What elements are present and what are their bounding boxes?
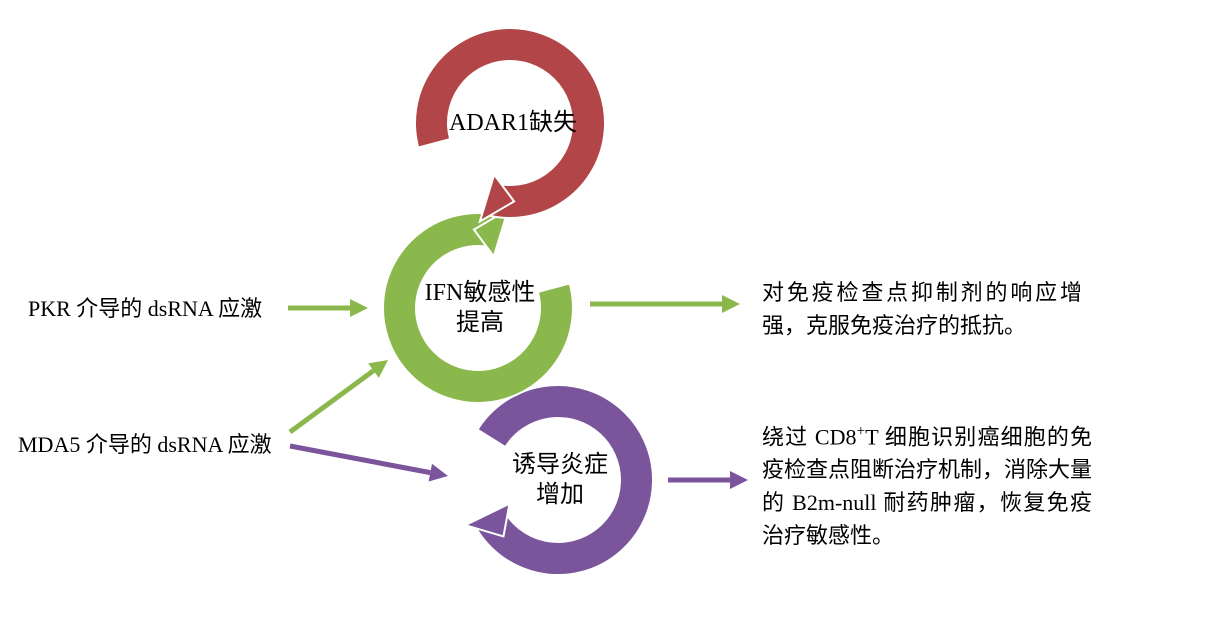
node-mid-label: IFN敏感性提高 — [415, 278, 545, 338]
right-upper-label: 对免疫检查点抑制剂的响应增强，克服免疫治疗的抵抗。 — [762, 276, 1082, 342]
right-lower-pre: 绕过 CD8 — [762, 424, 857, 449]
node-top-label: ADAR1缺失 — [448, 108, 578, 138]
diagram-root: ADAR1缺失 IFN敏感性提高 诱导炎症增加 PKR 介导的 dsRNA 应激… — [0, 0, 1232, 631]
right-lower-label: 绕过 CD8+T 细胞识别癌细胞的免疫检查点阻断治疗机制，消除大量的 B2m-n… — [762, 420, 1092, 552]
left-lower-label: MDA5 介导的 dsRNA 应激 — [18, 428, 290, 461]
right-lower-sup: + — [857, 423, 866, 440]
left-upper-label: PKR 介导的 dsRNA 应激 — [28, 292, 288, 325]
node-bot-label: 诱导炎症增加 — [500, 450, 620, 510]
